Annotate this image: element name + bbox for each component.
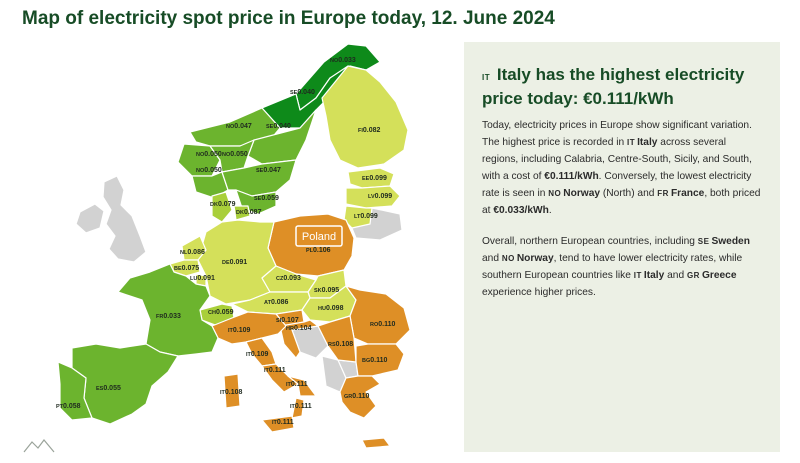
map-country-bulgaria[interactable] [355,343,405,377]
map-country-latvia[interactable] [345,185,401,209]
panel-heading: IT Italy has the highest electricity pri… [482,64,762,109]
price-label: NO0.047 [226,123,252,130]
price-label: CZ0.093 [276,275,301,282]
flag-icon: IT [482,73,491,82]
price-label: IT0.111 [272,419,294,426]
map-region-it-calabria[interactable] [291,397,305,419]
map-country-finland[interactable] [321,65,409,169]
map-region-it-sicily[interactable] [261,415,295,433]
flag-icon: GR [686,271,700,280]
map-country-france[interactable] [117,263,219,357]
map-region-it-sardinia[interactable] [223,373,241,409]
price-label: AT0.086 [264,299,289,306]
map-region-no-east[interactable] [209,139,255,173]
price-label: BG0.110 [362,357,387,364]
map-tooltip: Poland [295,225,343,247]
price-label: IT0.111 [286,381,308,388]
price-label: NO0.033 [330,57,356,64]
price-label: IT0.111 [264,367,286,374]
price-label: IT0.111 [290,403,312,410]
map-region-dk-west[interactable] [211,191,233,223]
map-country-portugal[interactable] [57,361,93,421]
map-country-netherlands[interactable] [181,235,207,261]
price-label: BE0.075 [174,265,199,272]
info-panel: IT Italy has the highest electricity pri… [464,42,780,452]
map-island-crete[interactable] [361,437,391,449]
map-country-serbia[interactable] [317,315,357,363]
map-tooltip-label: Poland [302,231,336,243]
price-label: HR0.104 [286,325,312,332]
europe-price-map: NO0.033 SE0.040 NO0.047 SE0.040 FI0.082 … [23,43,411,453]
map-country-romania[interactable] [345,285,411,345]
price-label: SE0.047 [256,167,281,174]
price-label: NO0.050 [222,151,248,158]
price-label: NO0.050 [196,167,222,174]
price-label: DK0.079 [210,201,236,208]
panel-paragraph-2: Overall, northern European countries, in… [482,236,750,298]
price-label: IT0.108 [220,389,243,396]
price-label: DE0.091 [222,259,247,266]
price-label: SE0.059 [254,195,279,202]
map-region-se-2[interactable] [247,109,317,165]
price-label: SI0.107 [276,317,299,324]
price-label: NO0.050 [196,151,222,158]
flag-icon: IT [626,138,636,147]
map-region-it-south[interactable] [287,375,317,397]
brand-logo-icon [23,439,55,453]
price-label: LV0.099 [368,193,392,200]
map-country-croatia[interactable] [279,319,319,359]
map-country-greece[interactable] [339,375,381,419]
price-label: ES0.055 [96,385,121,392]
map-country-uk[interactable] [102,175,147,263]
price-label: SE0.040 [266,123,291,130]
price-label: LT0.099 [354,213,378,220]
panel-heading-text: Italy has the highest electricity price … [482,65,745,108]
price-label: IT0.109 [228,327,251,334]
price-label: GR0.110 [344,393,369,400]
price-label: LU0.091 [190,275,215,282]
price-label: EE0.099 [362,175,387,182]
panel-paragraph-1: Today, electricity prices in Europe show… [482,120,761,216]
price-label: FR0.033 [156,313,181,320]
price-label: IT0.109 [246,351,269,358]
map-region-dk-east[interactable] [233,205,251,221]
page-title: Map of electricity spot price in Europe … [22,8,555,29]
flag-icon: FR [657,189,669,198]
price-label: FI0.082 [358,127,381,134]
flag-icon: NO [501,254,515,263]
price-label: NL0.086 [180,249,205,256]
price-label: PT0.058 [56,403,81,410]
price-label: CH0.059 [208,309,234,316]
map-region-it-north[interactable] [211,311,287,345]
price-label: HU0.098 [318,305,344,312]
price-label: DK0.087 [236,209,262,216]
flag-icon: IT [633,271,642,280]
price-label: RS0.108 [328,341,353,348]
price-label: PL0.106 [306,247,331,254]
price-label: RO0.110 [370,321,395,328]
price-label: SE0.040 [290,89,315,96]
map-country-ireland[interactable] [75,203,105,234]
price-label: SK0.095 [314,287,339,294]
flag-icon: NO [548,189,562,198]
flag-icon: SE [697,237,710,246]
